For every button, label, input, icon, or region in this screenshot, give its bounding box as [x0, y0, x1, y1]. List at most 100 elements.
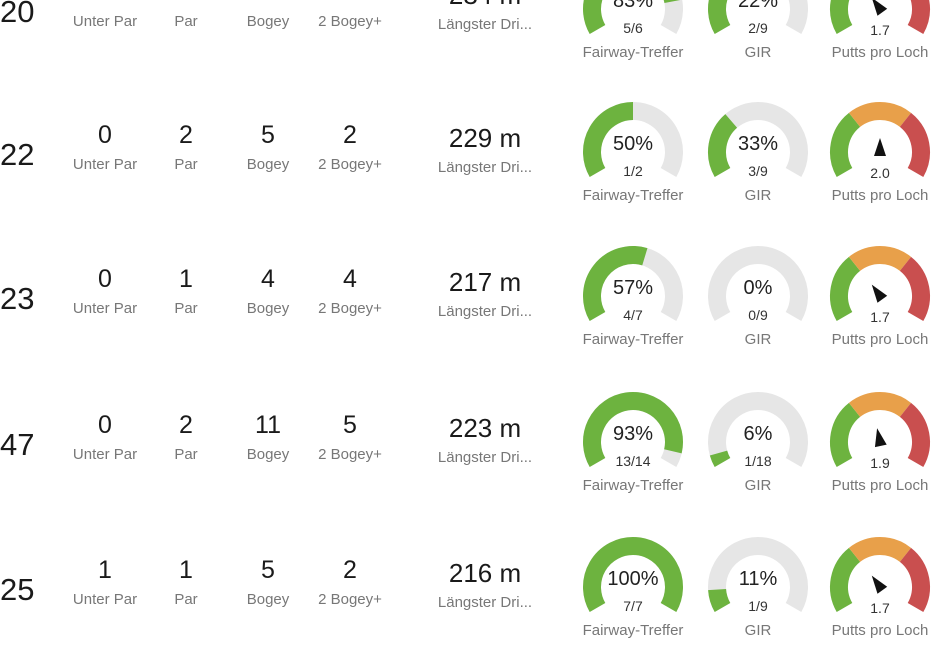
gir-gauge-label: GIR	[744, 477, 772, 494]
putts-zone-bad	[907, 0, 930, 34]
fairway-gauge-arc	[583, 392, 683, 467]
gir-gauge[interactable]: 6% 1/18 GIR	[703, 390, 833, 510]
round-row[interactable]: 20 0 Unter Par 3 Par 2 Bogey 1 2 Bogey+ 234 m Läng…	[0, 0, 936, 61]
putts-value: 1.7	[870, 309, 890, 325]
round-score: 47	[0, 427, 35, 462]
fairway-gauge-label: Fairway-Treffer	[582, 187, 684, 204]
par-count-value: 2	[179, 411, 193, 439]
putts-dial	[830, 392, 930, 467]
fairway-gauge[interactable]: 50% 1/2 Fairway-Treffer	[578, 100, 708, 220]
under-par-count: 0 Unter Par	[55, 267, 155, 318]
par-count-value: 2	[179, 121, 193, 149]
gir-gauge-fraction: 0/9	[748, 307, 768, 323]
gir-gauge-fraction: 1/18	[744, 453, 772, 469]
fairway-gauge-fraction: 4/7	[623, 307, 643, 323]
fairway-gauge-label: Fairway-Treffer	[582, 622, 684, 639]
putts-gauge[interactable]: 1.7 Putts pro Loch	[825, 0, 936, 77]
fairway-gauge-fill	[583, 102, 634, 177]
longest-drive: 223 m Längster Dri...	[415, 415, 555, 466]
par-count-label: Par	[174, 156, 198, 173]
putts-gauge[interactable]: 1.9 Putts pro Loch	[825, 390, 936, 510]
gir-gauge[interactable]: 11% 1/9 GIR	[703, 535, 833, 655]
gir-gauge-fill	[709, 450, 731, 467]
under-par-count: 1 Unter Par	[55, 556, 155, 609]
putts-zone-bad	[899, 112, 930, 177]
longest-drive: 234 m Längster Dri...	[415, 0, 555, 33]
par-count-label: Par	[174, 300, 198, 317]
putts-zone-good	[830, 402, 861, 467]
putts-zone-good	[830, 547, 861, 612]
longest-drive-label: Längster Dri...	[437, 159, 533, 176]
under-par-count-value: 1	[98, 556, 112, 584]
putts-zone-ok	[848, 392, 912, 418]
fairway-gauge-arc	[583, 537, 683, 612]
fairway-gauge[interactable]: 83% 5/6 Fairway-Treffer	[578, 0, 708, 77]
bogey-count-value: 5	[261, 556, 275, 584]
bogey-count-value: 2	[218, 0, 318, 5]
putts-dial	[830, 246, 930, 321]
putts-label: Putts pro Loch	[831, 477, 929, 494]
gir-gauge-arc	[708, 246, 808, 321]
gir-gauge-percent: 11%	[738, 568, 778, 590]
par-count: 1 Par	[136, 556, 236, 609]
fairway-gauge-fraction: 5/6	[623, 20, 643, 36]
fairway-gauge-fill	[583, 246, 648, 321]
putts-gauge[interactable]: 2.0 Putts pro Loch	[825, 100, 936, 220]
par-count: 1 Par	[136, 267, 236, 318]
par-count-value: 1	[179, 556, 193, 584]
bogey-count-label: Bogey	[246, 446, 290, 463]
gir-gauge[interactable]: 33% 3/9 GIR	[703, 100, 833, 220]
putts-gauge[interactable]: 1.7 Putts pro Loch	[825, 244, 936, 364]
bogey-count: 5 Bogey	[218, 121, 318, 174]
putts-label: Putts pro Loch	[831, 44, 929, 61]
longest-drive-value: 223 m	[448, 413, 522, 443]
bogey-count-value: 4	[261, 265, 275, 293]
bogey-count: 5 Bogey	[218, 556, 318, 609]
putts-value: 1.9	[870, 455, 890, 471]
gir-gauge-percent: 6%	[743, 423, 773, 445]
fairway-gauge-label: Fairway-Treffer	[582, 477, 684, 494]
double-bogey-count-label: 2 Bogey+	[318, 591, 382, 608]
bogey-count-value: 11	[255, 411, 281, 439]
gir-gauge-percent: 33%	[737, 133, 779, 155]
round-row[interactable]: 23 0 Unter Par 1 Par 4 Bogey 4 2 Bogey+ 217 m Läng…	[0, 172, 936, 348]
round-score: 22	[0, 137, 35, 172]
round-row[interactable]: 47 0 Unter Par 2 Par 11 Bogey 5 2 Bogey+ 223 m Län…	[0, 318, 936, 494]
under-par-count-label: Unter Par	[72, 156, 138, 173]
bogey-count-value: 5	[261, 121, 275, 149]
putts-label: Putts pro Loch	[831, 331, 929, 348]
double-bogey-count-value: 1	[300, 0, 400, 5]
fairway-gauge-percent: 57%	[612, 277, 654, 299]
longest-drive-value: 216 m	[448, 558, 522, 588]
gir-gauge-fill	[708, 0, 731, 34]
putts-zone-ok	[848, 102, 912, 128]
par-count-label: Par	[174, 591, 198, 608]
round-score: 25	[0, 572, 35, 607]
gir-gauge-fill	[708, 114, 738, 177]
putts-zone-good	[830, 112, 861, 177]
putts-value: 2.0	[870, 165, 890, 181]
putts-dial	[830, 102, 930, 177]
par-count-label: Par	[174, 13, 198, 30]
putts-zone-good	[830, 256, 861, 321]
longest-drive: 229 m Längster Dri...	[415, 125, 555, 176]
longest-drive-label: Längster Dri...	[437, 449, 533, 466]
under-par-count-value: 0	[98, 411, 112, 439]
under-par-count: 0 Unter Par	[55, 411, 155, 464]
fairway-gauge[interactable]: 57% 4/7 Fairway-Treffer	[578, 244, 708, 364]
bogey-count-label: Bogey	[246, 156, 290, 173]
fairway-gauge-percent: 100%	[607, 568, 659, 590]
gir-gauge[interactable]: 0% 0/9 GIR	[703, 244, 833, 364]
fairway-gauge[interactable]: 93% 13/14 Fairway-Treffer	[578, 390, 708, 510]
fairway-gauge-percent: 83%	[612, 0, 654, 12]
longest-drive: 216 m Längster Dri...	[415, 560, 555, 611]
round-row[interactable]: 22 0 Unter Par 2 Par 5 Bogey 2 2 Bogey+ 229 m Läng…	[0, 28, 936, 204]
round-row[interactable]: 25 1 Unter Par 1 Par 5 Bogey 2 2 Bogey+ 216 m Läng…	[0, 463, 936, 639]
putts-gauge[interactable]: 1.7 Putts pro Loch	[825, 535, 936, 655]
under-par-count-value: 0	[55, 0, 155, 5]
gir-gauge-percent: 0%	[743, 277, 773, 299]
putts-dial	[830, 537, 930, 612]
gir-gauge[interactable]: 22% 2/9 GIR	[703, 0, 833, 77]
bogey-count-label: Bogey	[246, 13, 290, 30]
gir-gauge-track	[708, 537, 808, 612]
